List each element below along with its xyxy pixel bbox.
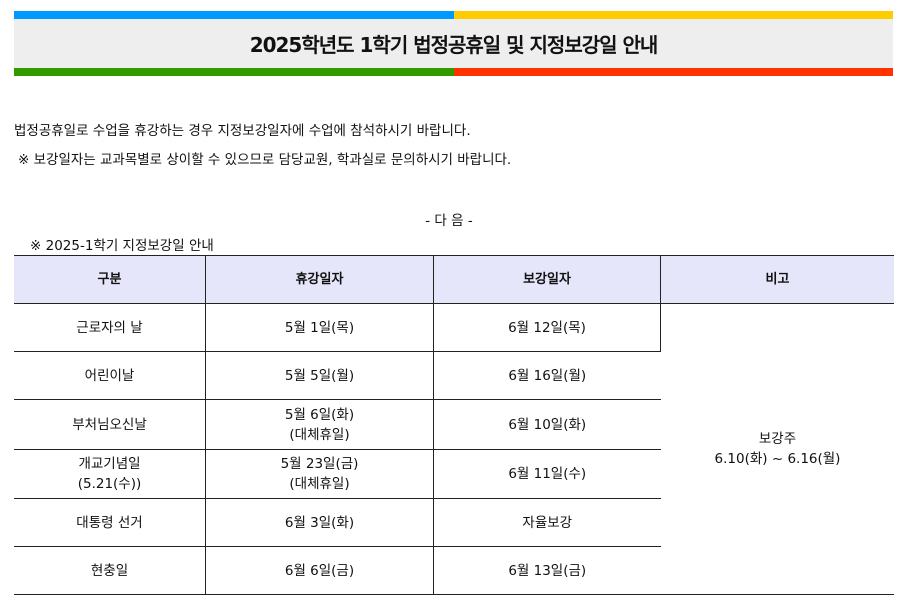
off-date-line1: 5월 23일(금) — [280, 456, 359, 472]
page-title: 2025학년도 1학기 법정공휴일 및 지정보강일 안내 — [14, 19, 893, 68]
bottom-color-bar — [14, 68, 893, 76]
remark-line1: 보강주 — [758, 431, 797, 447]
table-row: 대통령 선거 6월 3일(화) 자율보강 — [14, 498, 894, 547]
off-date: 5월 1일(목) — [205, 303, 434, 352]
makeup-date: 자율보강 — [433, 498, 661, 547]
off-date-line1: 5월 6일(화) — [284, 406, 355, 423]
remark-line2: 6.10(화) ~ 6.16(월) — [714, 451, 841, 467]
holiday-name: 어린이날 — [14, 351, 206, 400]
note-text: ※ 보강일자는 교과목별로 상이할 수 있으므로 담당교원, 학과실로 문의하시… — [18, 152, 512, 168]
header-makeup-date: 보강일자 — [433, 255, 661, 304]
holiday-name: 부처님오신날 — [14, 399, 206, 450]
holiday-name-line1: 개교기념일 — [78, 456, 141, 472]
off-date: 5월 6일(화) (대체휴일) — [205, 399, 434, 450]
makeup-date: 6월 10일(화) — [433, 399, 661, 450]
holiday-name-line2: (5.21(수)) — [77, 476, 142, 492]
table-header-row: 구분 휴강일자 보강일자 비고 — [14, 255, 894, 304]
makeup-date: 6월 12일(목) — [433, 303, 661, 352]
title-banner: 2025학년도 1학기 법정공휴일 및 지정보강일 안내 — [14, 11, 893, 76]
off-date: 5월 23일(금) (대체휴일) — [205, 449, 434, 499]
header-remark: 비고 — [660, 255, 894, 304]
holiday-name: 현충일 — [14, 546, 206, 595]
table-row: 현충일 6월 6일(금) 6월 13일(금) — [14, 546, 894, 595]
intro-text: 법정공휴일로 수업을 휴강하는 경우 지정보강일자에 수업에 참석하시기 바랍니… — [14, 123, 471, 139]
top-color-bar — [14, 11, 893, 19]
off-date-line2: (대체휴일) — [289, 476, 350, 492]
makeup-date: 6월 16일(월) — [433, 351, 661, 400]
holiday-name: 대통령 선거 — [14, 498, 206, 547]
holiday-name: 개교기념일 (5.21(수)) — [14, 449, 206, 499]
holiday-name: 근로자의 날 — [14, 303, 206, 352]
header-category: 구분 — [14, 255, 206, 304]
makeup-date: 6월 13일(금) — [433, 546, 661, 595]
off-date: 5월 5일(월) — [205, 351, 434, 400]
table-row: 근로자의 날 5월 1일(목) 6월 12일(목) 보강주 6.10(화) ~ 6… — [14, 303, 894, 595]
off-date: 6월 6일(금) — [205, 546, 434, 595]
table-caption: ※ 2025-1학기 지정보강일 안내 — [30, 238, 214, 254]
remark-cell: 보강주 6.10(화) ~ 6.16(월) — [660, 303, 894, 595]
next-label: - 다 음 - — [425, 213, 473, 229]
makeup-schedule-table: 구분 휴강일자 보강일자 비고 근로자의 날 5월 1일(목) 6월 12일(목… — [14, 255, 894, 595]
table-row: 어린이날 5월 5일(월) 6월 16일(월) — [14, 351, 894, 400]
off-date-line2: (대체휴일) — [289, 426, 350, 443]
header-off-date: 휴강일자 — [205, 255, 434, 304]
off-date: 6월 3일(화) — [205, 498, 434, 547]
makeup-date: 6월 11일(수) — [433, 449, 661, 499]
table-row: 개교기념일 (5.21(수)) 5월 23일(금) (대체휴일) 6월 11일(수) — [14, 449, 894, 499]
